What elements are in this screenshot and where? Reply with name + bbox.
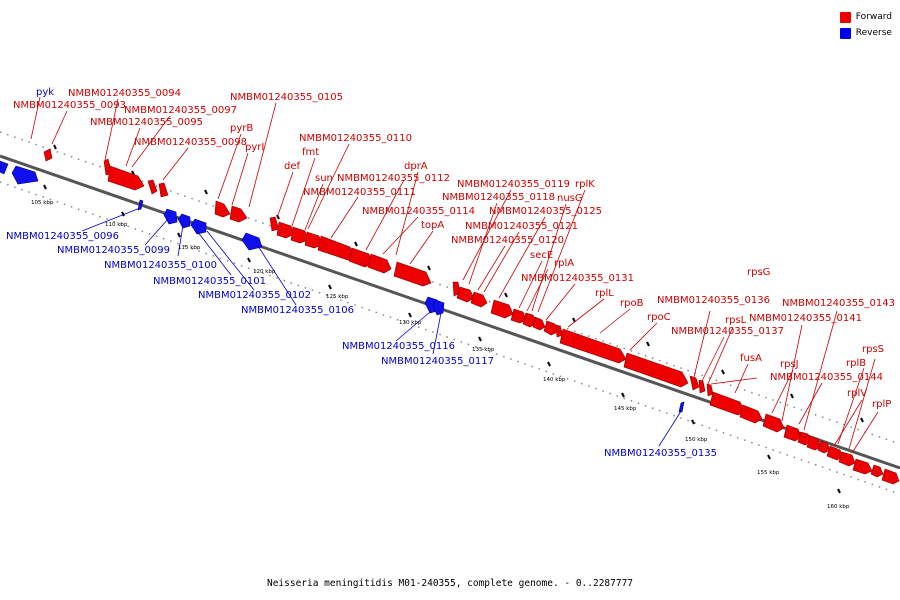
gene-label-0136: NMBM01240355_0136	[657, 295, 770, 306]
tick-label-135: 135 kbp	[472, 347, 495, 353]
gene-label-0097: NMBM01240355_0097	[124, 105, 237, 116]
gene-label-0100: NMBM01240355_0100	[104, 260, 217, 271]
gene-label-def: def	[284, 161, 301, 172]
gene-label-0098: NMBM01240355_0098	[134, 137, 247, 148]
gene-label-secE: secE	[530, 250, 553, 261]
tick-label-125: 125 kbp	[326, 294, 349, 300]
leader-lines	[30, 96, 879, 454]
gene-label-fusA: fusA	[740, 353, 762, 364]
gene-label-0093: NMBM01240355_0093	[13, 100, 126, 111]
gene-label-rpsL: rpsL	[725, 315, 747, 326]
gene-label-rpsS: rpsS	[862, 344, 884, 355]
gene-label-0125: NMBM01240355_0125	[489, 206, 602, 217]
forward-genes	[43, 148, 900, 485]
gene-label-0111: NMBM01240355_0111	[303, 187, 416, 198]
gene-label-0143: NMBM01240355_0143	[782, 298, 895, 309]
gene-label-0102: NMBM01240355_0102	[198, 290, 311, 301]
legend-reverse: Reverse	[839, 25, 892, 41]
gene-label-0094: NMBM01240355_0094	[68, 88, 181, 99]
gene-label-rplK: rplK	[575, 179, 595, 190]
tick-label-155: 155 kbp	[757, 470, 780, 476]
gene-label-dprA: dprA	[404, 161, 428, 172]
legend-reverse-label: Reverse	[855, 28, 892, 38]
legend: Forward Reverse	[839, 9, 892, 41]
gene-label-0116: NMBM01240355_0116	[342, 341, 455, 352]
gene-label-0114: NMBM01240355_0114	[362, 206, 475, 217]
gene-label-0105: NMBM01240355_0105	[230, 92, 343, 103]
gene-label-sun: sun	[315, 173, 333, 184]
reverse-labels: NMBM01240355_0096 NMBM01240355_0099 NMBM…	[6, 231, 717, 459]
gene-label-fmt: fmt	[302, 147, 319, 158]
gene-label-0101: NMBM01240355_0101	[153, 276, 266, 287]
gene-label-rpoC: rpoC	[647, 312, 671, 323]
gene-label-rplB: rplB	[846, 358, 866, 369]
tick-label-110: 110 kbp	[105, 222, 128, 228]
legend-forward-label: Forward	[855, 12, 892, 22]
reverse-genes	[0, 160, 685, 413]
gene-label-0106: NMBM01240355_0106	[241, 305, 354, 316]
tick-label-115: 115 kbp	[178, 245, 201, 251]
tick-label-120: 120 kbp	[253, 269, 276, 275]
gene-label-0112: NMBM01240355_0112	[337, 173, 450, 184]
gene-label-0095: NMBM01240355_0095	[90, 117, 203, 128]
gene-label-0119: NMBM01240355_0119	[457, 179, 570, 190]
gene-label-0096: NMBM01240355_0096	[6, 231, 119, 242]
gene-label-pyrI: pyrI	[245, 142, 264, 153]
gene-label-0135: NMBM01240355_0135	[604, 448, 717, 459]
gene-label-0110: NMBM01240355_0110	[299, 133, 412, 144]
gene-label-nusG: nusG	[557, 193, 583, 204]
gene-label-0118: NMBM01240355_0118	[442, 192, 555, 203]
gene-label-0120: NMBM01240355_0120	[451, 235, 564, 246]
forward-swatch	[839, 11, 851, 23]
gene-label-pyrB: pyrB	[230, 123, 253, 134]
reverse-swatch	[839, 27, 851, 39]
gene-label-0144: NMBM01240355_0144	[770, 372, 883, 383]
forward-labels: pyk NMBM01240355_0093 NMBM01240355_0094 …	[13, 87, 895, 410]
gene-label-rpsG: rpsG	[747, 267, 770, 278]
legend-forward: Forward	[839, 9, 892, 25]
gene-label-rpoB: rpoB	[620, 298, 644, 309]
tick-label-160: 160 kbp	[827, 504, 850, 510]
gene-label-0121: NMBM01240355_0121	[465, 221, 578, 232]
genome-caption: Neisseria meningitidis M01-240355, compl…	[266, 578, 634, 589]
gene-label-rpsJ: rpsJ	[780, 359, 799, 370]
gene-label-rplP: rplP	[872, 399, 891, 410]
gene-label-pyk: pyk	[36, 87, 54, 98]
gene-label-0117: NMBM01240355_0117	[381, 356, 494, 367]
tick-label-150: 150 kbp	[685, 437, 708, 443]
tick-label-105: 105 kbp	[31, 200, 54, 206]
gene-label-rplL: rplL	[595, 288, 614, 299]
tick-label-130: 130 kbp	[399, 320, 422, 326]
tick-marks	[43, 144, 864, 494]
tick-label-140: 140 kbp	[543, 377, 566, 383]
gene-label-rplV: rplV	[847, 388, 867, 399]
gene-label-rplA: rplA	[554, 258, 574, 269]
inner-dotted-track	[0, 181, 900, 495]
gene-label-0099: NMBM01240355_0099	[57, 245, 170, 256]
tick-label-145: 145 kbp	[614, 406, 637, 412]
gene-label-topA: topA	[421, 220, 444, 231]
gene-label-0137: NMBM01240355_0137	[671, 326, 784, 337]
gene-label-0141: NMBM01240355_0141	[749, 313, 862, 324]
gene-label-0131: NMBM01240355_0131	[521, 273, 634, 284]
